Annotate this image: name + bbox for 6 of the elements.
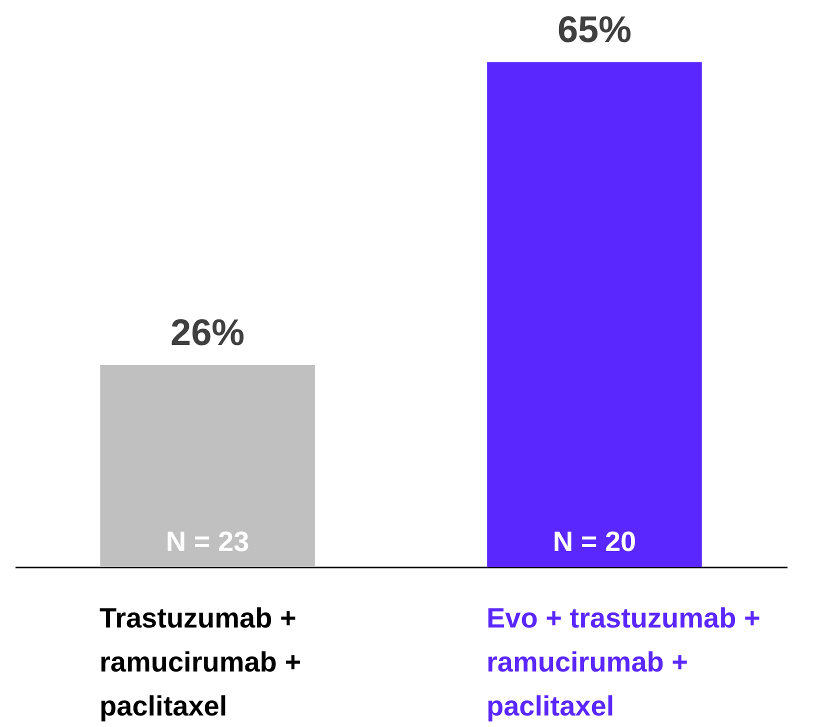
data-label: 65% <box>557 9 632 50</box>
data-label: 26% <box>170 312 245 354</box>
annotation: N = 23 <box>166 526 250 557</box>
x-tick-label: Evo + trastuzumab + ramucirumab + paclitaxel <box>486 602 760 722</box>
x-tick-label: Trastuzumab + ramucirumab + paclitaxel <box>100 602 302 722</box>
annotation: N = 20 <box>552 526 636 557</box>
